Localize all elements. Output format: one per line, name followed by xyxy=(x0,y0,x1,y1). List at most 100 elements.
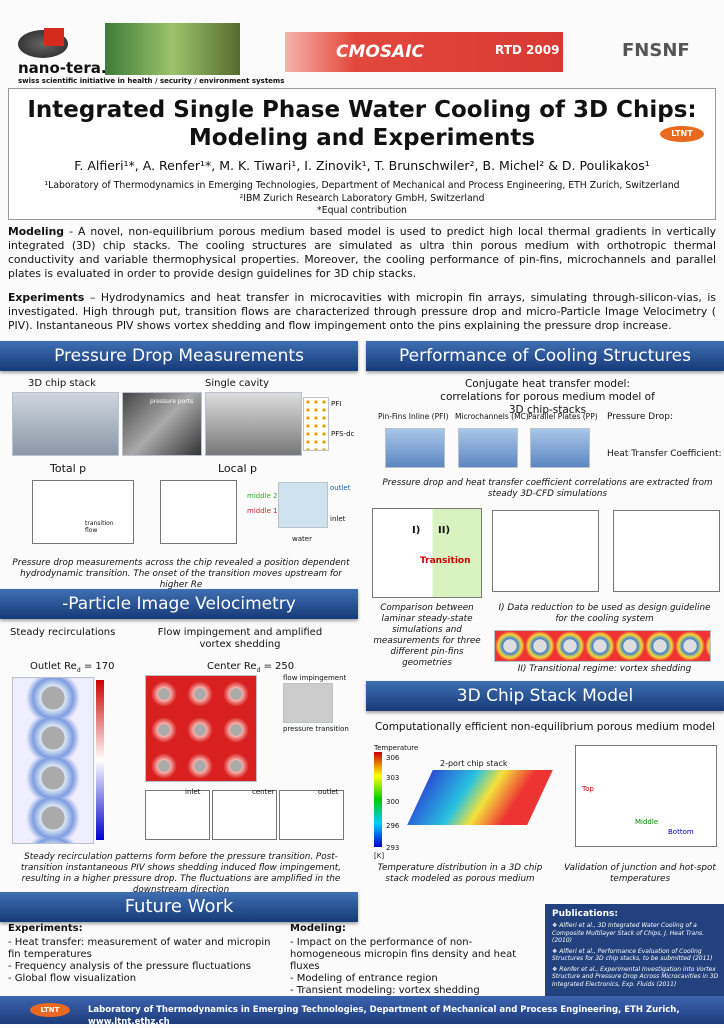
piv-impingement xyxy=(145,675,257,782)
label: Center Red = 250 xyxy=(207,661,295,674)
label: Total p xyxy=(50,462,87,475)
geometry-label: Microchannels (MC) xyxy=(455,412,529,421)
publications-list: ❖ Alfieri et al., 3D Integrated Water Co… xyxy=(552,922,720,988)
swiss-cross xyxy=(44,28,64,46)
section-heading: Pressure Drop Measurements xyxy=(0,341,358,371)
affiliation: ²IBM Zurich Research Laboratory GmbH, Sw… xyxy=(239,193,485,204)
logo-text: nano-tera.ch xyxy=(18,59,127,77)
chip-stack-image xyxy=(12,392,119,456)
publications-title: Publications: xyxy=(552,909,618,919)
colorbar xyxy=(374,752,382,847)
temperature-plot xyxy=(575,745,717,847)
list-item: - Frequency analysis of the pressure flu… xyxy=(8,961,251,972)
fig-label: middle 1 xyxy=(247,507,278,515)
text: = 250 xyxy=(263,661,295,672)
title-line: Integrated Single Phase Water Cooling of… xyxy=(27,97,697,123)
colorbar-tick: 306 xyxy=(386,754,400,762)
fig-label: PFI xyxy=(331,400,342,408)
equation-label: Pressure Drop: xyxy=(607,412,673,422)
fig-label: 2-port chip stack xyxy=(440,759,508,768)
fig-label: Bottom xyxy=(668,828,694,836)
cavity-schematic xyxy=(278,482,328,528)
fig-label: middle 2 xyxy=(247,492,278,500)
equation-label: Heat Transfer Coefficient: xyxy=(607,449,722,459)
inset xyxy=(283,683,333,723)
fig-label: I) xyxy=(412,525,421,536)
caption: Pressure drop measurements across the ch… xyxy=(12,558,350,590)
funder: FNSNF xyxy=(622,40,690,61)
lead: Modeling xyxy=(8,225,65,238)
fig-label: inlet xyxy=(330,515,346,523)
section-heading: -Particle Image Velocimetry xyxy=(0,589,358,619)
cavity-photo xyxy=(122,392,202,456)
fig-label: Temperature xyxy=(374,744,419,752)
colorbar-tick: 303 xyxy=(386,774,400,782)
intro-paragraph: Experiments – Hydrodynamics and heat tra… xyxy=(8,291,716,333)
outlet-plot xyxy=(279,790,344,840)
list-title: Experiments: xyxy=(8,923,83,934)
fig-label: PFS-dc xyxy=(331,430,355,438)
fig-label: Transition xyxy=(420,556,471,566)
affiliation: *Equal contribution xyxy=(317,205,407,216)
fig-label: pressure ports xyxy=(150,398,194,405)
total-dp-plot xyxy=(32,480,134,544)
list-item: - Global flow visualization xyxy=(8,973,137,984)
text: – Hydrodynamics and heat transfer in mic… xyxy=(8,291,716,332)
colorbar xyxy=(96,680,104,840)
rtd: RTD 2009 xyxy=(495,43,560,57)
sem-image xyxy=(205,392,302,456)
text: Center Re xyxy=(207,661,257,672)
label: Local p xyxy=(218,462,257,475)
project-name: CMOSAIC xyxy=(335,42,425,62)
fig-label: outlet xyxy=(330,484,351,492)
fig-label: transition flow xyxy=(85,520,114,534)
pp-diagram xyxy=(530,428,590,468)
lead: Experiments xyxy=(8,291,85,304)
geometry-label: Pin-Fins Inline (PFI) xyxy=(378,412,449,421)
colorbar-tick: [K] xyxy=(374,852,385,860)
nusselt-plot xyxy=(613,510,720,592)
vortex-shedding-image xyxy=(494,630,711,662)
caption: Pressure drop and heat transfer coeffici… xyxy=(382,478,713,499)
fig-label: pressure transition xyxy=(283,725,349,733)
label: Single cavity xyxy=(205,378,270,389)
caption: Validation of junction and hot-spot temp… xyxy=(564,863,716,884)
center-plot xyxy=(212,790,277,840)
text: = 170 xyxy=(83,661,115,672)
pfi-diagram xyxy=(385,428,445,468)
friction-plot xyxy=(492,510,599,592)
mc-diagram xyxy=(458,428,518,468)
publications-box xyxy=(545,904,724,996)
fig-label: flow impingement xyxy=(283,674,347,682)
fig-label: water xyxy=(292,535,312,543)
affiliation: ¹Laboratory of Thermodynamics in Emergin… xyxy=(44,180,680,191)
caption: I) Data reduction to be used as design g… xyxy=(498,603,711,624)
title-line: Modeling and Experiments xyxy=(188,125,536,151)
publication: ❖ Alfieri et al., 3D Integrated Water Co… xyxy=(552,922,705,944)
list-item: - Heat transfer: measurement of water an… xyxy=(8,937,271,960)
title-box xyxy=(8,88,716,220)
publication: ❖ Alfieri et al., Performance Evaluation… xyxy=(552,947,713,963)
project-banner xyxy=(285,32,563,72)
footer-text: Laboratory of Thermodynamics in Emerging… xyxy=(88,1005,680,1027)
list-item: - Transient modeling: vortex shedding xyxy=(290,985,480,996)
text: - A novel, non-equilibrium porous medium… xyxy=(8,225,716,280)
text: Outlet Re xyxy=(30,661,77,672)
header-photo xyxy=(105,23,240,75)
colorbar-tick: 293 xyxy=(386,844,400,852)
pin-pattern xyxy=(303,397,329,451)
ltnt-badge: LTNT xyxy=(660,126,704,142)
label: Outlet Red = 170 xyxy=(30,661,115,674)
list-item: - Impact on the performance of non-homog… xyxy=(290,937,517,972)
list-title: Modeling: xyxy=(290,923,346,934)
inlet-plot xyxy=(145,790,210,840)
geometry-label: Parallel Plates (PP) xyxy=(528,412,598,421)
footer xyxy=(0,996,724,1024)
caption: Temperature distribution in a 3D chip st… xyxy=(377,863,543,884)
caption: Comparison between laminar steady-state … xyxy=(373,603,481,668)
section-heading: Future Work xyxy=(0,892,358,922)
fig-label: Middle xyxy=(635,818,659,826)
authors: F. Alfieri¹*, A. Renfer¹*, M. K. Tiwari¹… xyxy=(74,158,650,173)
subtitle: Conjugate heat transfer model: correlati… xyxy=(440,378,655,416)
